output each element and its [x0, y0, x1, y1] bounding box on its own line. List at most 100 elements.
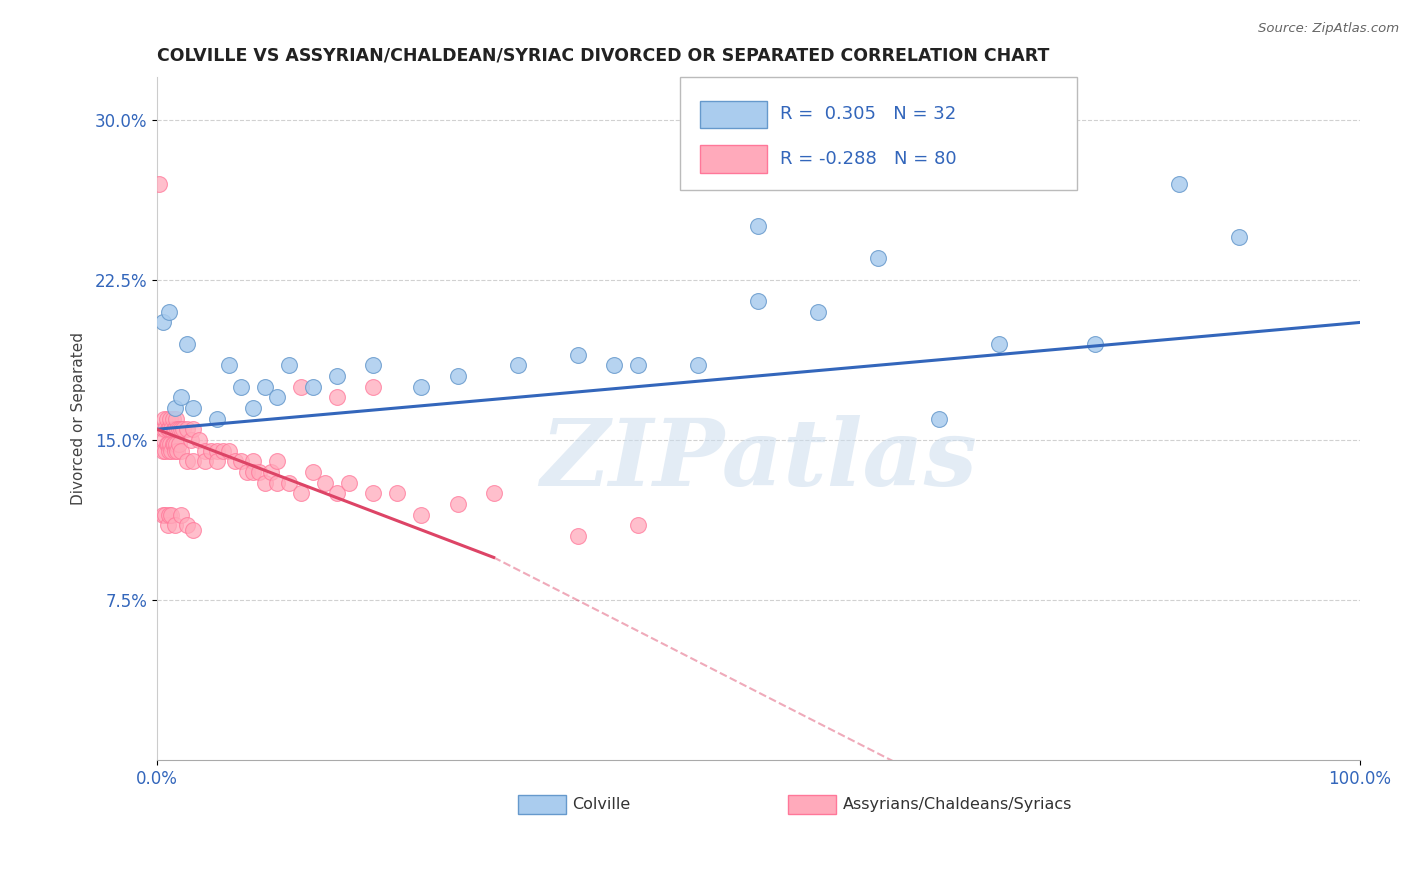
Point: [326, 390, 349, 404]
Point: [160, 508, 183, 522]
Text: Colville: Colville: [572, 797, 630, 813]
Point: [254, 379, 277, 393]
Point: [167, 422, 190, 436]
Point: [446, 497, 468, 511]
Point: [236, 465, 259, 479]
Point: [188, 433, 211, 447]
Point: [167, 437, 190, 451]
Point: [314, 475, 336, 490]
Point: [567, 347, 589, 361]
Point: [567, 529, 589, 543]
Point: [987, 336, 1010, 351]
Point: [155, 411, 177, 425]
Point: [157, 422, 180, 436]
Point: [302, 379, 325, 393]
Point: [278, 475, 301, 490]
Point: [242, 465, 264, 479]
Point: [290, 486, 312, 500]
Point: [1168, 177, 1191, 191]
Point: [247, 465, 270, 479]
Text: R = -0.288   N = 80: R = -0.288 N = 80: [780, 150, 956, 168]
Point: [200, 443, 222, 458]
Point: [163, 422, 186, 436]
Point: [152, 422, 174, 436]
Point: [326, 368, 349, 383]
Point: [166, 422, 188, 436]
Point: [266, 475, 288, 490]
Point: [242, 401, 264, 415]
Point: [603, 358, 626, 372]
Point: [152, 316, 174, 330]
Point: [387, 486, 409, 500]
Point: [181, 454, 204, 468]
Text: Source: ZipAtlas.com: Source: ZipAtlas.com: [1258, 22, 1399, 36]
Point: [482, 486, 505, 500]
Point: [176, 454, 198, 468]
Point: [152, 508, 174, 522]
Point: [363, 379, 385, 393]
Point: [152, 443, 174, 458]
FancyBboxPatch shape: [700, 101, 766, 128]
Point: [153, 433, 176, 447]
Point: [446, 368, 468, 383]
Point: [205, 443, 228, 458]
Point: [176, 422, 198, 436]
Point: [411, 508, 433, 522]
Point: [155, 443, 177, 458]
Point: [337, 475, 360, 490]
Point: [290, 379, 312, 393]
Point: [153, 411, 176, 425]
Point: [163, 518, 186, 533]
Point: [172, 422, 194, 436]
Point: [688, 358, 710, 372]
Point: [157, 508, 180, 522]
Point: [181, 523, 204, 537]
Point: [229, 379, 252, 393]
Point: [181, 401, 204, 415]
Point: [170, 422, 193, 436]
Point: [278, 358, 301, 372]
Text: COLVILLE VS ASSYRIAN/CHALDEAN/SYRIAC DIVORCED OR SEPARATED CORRELATION CHART: COLVILLE VS ASSYRIAN/CHALDEAN/SYRIAC DIV…: [157, 46, 1049, 64]
Point: [205, 411, 228, 425]
FancyBboxPatch shape: [700, 145, 766, 172]
Point: [163, 443, 186, 458]
Point: [162, 411, 184, 425]
Point: [506, 358, 529, 372]
Point: [166, 443, 188, 458]
Point: [176, 518, 198, 533]
Point: [218, 443, 240, 458]
Text: ZIPatlas: ZIPatlas: [540, 415, 977, 505]
Point: [163, 422, 186, 436]
Point: [266, 454, 288, 468]
Point: [163, 401, 186, 415]
Point: [181, 422, 204, 436]
Point: [205, 454, 228, 468]
Point: [747, 294, 769, 309]
Point: [928, 411, 950, 425]
Point: [170, 390, 193, 404]
Point: [194, 454, 217, 468]
Point: [194, 443, 217, 458]
Point: [260, 465, 283, 479]
Point: [868, 252, 890, 266]
Point: [212, 443, 235, 458]
Point: [170, 508, 193, 522]
Point: [254, 475, 277, 490]
Point: [180, 433, 202, 447]
Point: [627, 358, 650, 372]
Point: [218, 358, 240, 372]
Point: [1084, 336, 1107, 351]
Text: Assyrians/Chaldeans/Syriacs: Assyrians/Chaldeans/Syriacs: [842, 797, 1071, 813]
Point: [156, 422, 179, 436]
Point: [747, 219, 769, 234]
Point: [160, 422, 183, 436]
Point: [302, 465, 325, 479]
Point: [165, 411, 187, 425]
Point: [155, 422, 177, 436]
Text: R =  0.305   N = 32: R = 0.305 N = 32: [780, 105, 956, 123]
Point: [156, 437, 179, 451]
Point: [157, 443, 180, 458]
Y-axis label: Divorced or Separated: Divorced or Separated: [72, 332, 86, 505]
Point: [807, 305, 830, 319]
Point: [156, 518, 179, 533]
